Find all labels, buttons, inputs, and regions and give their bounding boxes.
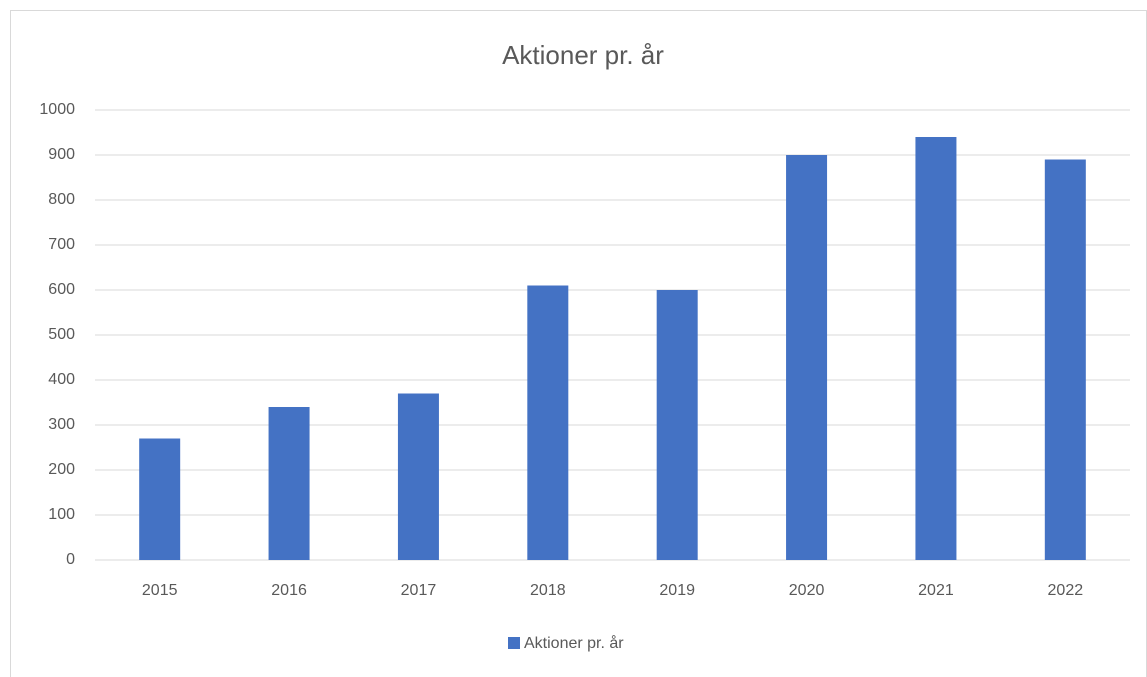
x-tick-label: 2019 (659, 582, 695, 599)
x-tick-label: 2018 (530, 582, 566, 599)
y-tick-label: 900 (48, 146, 75, 163)
bar (786, 155, 828, 560)
y-tick-label: 400 (48, 371, 75, 388)
y-tick-label: 600 (48, 281, 75, 298)
y-tick-label: 200 (48, 461, 75, 478)
legend-swatch (508, 637, 520, 649)
y-tick-label: 0 (66, 551, 75, 568)
bar (268, 407, 310, 560)
x-tick-label: 2016 (271, 582, 307, 599)
x-tick-label: 2020 (789, 582, 825, 599)
bar (527, 285, 569, 560)
bar (915, 137, 957, 560)
y-tick-label: 800 (48, 191, 75, 208)
chart-border (10, 10, 1147, 677)
x-tick-label: 2015 (142, 582, 178, 599)
bar (1044, 159, 1086, 560)
y-tick-label: 700 (48, 236, 75, 253)
bar (139, 438, 181, 560)
y-tick-label: 300 (48, 416, 75, 433)
y-tick-label: 1000 (39, 101, 75, 118)
bar (656, 290, 698, 560)
y-tick-label: 100 (48, 506, 75, 523)
x-tick-label: 2017 (401, 582, 437, 599)
bar (397, 393, 439, 560)
legend-label: Aktioner pr. år (524, 634, 624, 652)
chart-title: Aktioner pr. år (502, 40, 664, 70)
y-tick-label: 500 (48, 326, 75, 343)
x-tick-label: 2022 (1048, 582, 1084, 599)
x-tick-label: 2021 (918, 582, 954, 599)
